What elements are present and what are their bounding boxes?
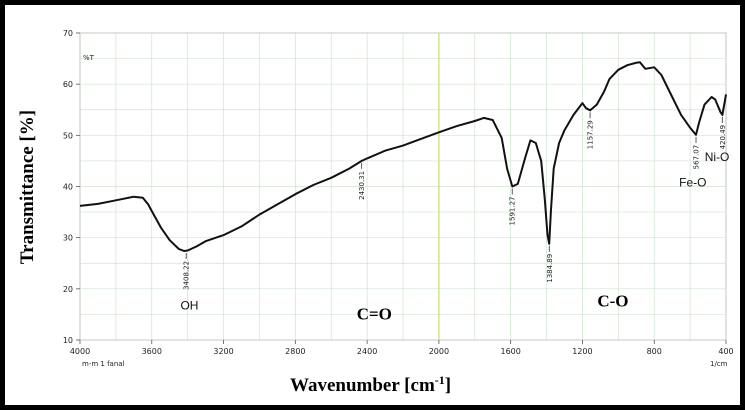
grid [79,32,727,341]
x-tick-label: 2800 [285,347,305,356]
x-axis-title-end: ] [445,375,451,396]
region-label: C=O [357,305,392,324]
x-tick-label: 1200 [572,347,592,356]
x-footer-left: m-m 1 fanal [82,360,125,368]
y-tick-label: 10 [63,336,73,345]
x-footer-right: 1/cm [710,360,728,368]
x-axis-title: Wavenumber [cm-1] [290,373,451,396]
peak-label: 420.49 [719,125,727,150]
peak-label: 1591.27 [509,197,517,226]
peak-label: 567.07 [693,145,701,170]
x-tick-label: 4000 [70,347,90,356]
y-tick-label: 60 [63,80,73,89]
region-label: C-O [597,292,628,311]
y-tick-label: 40 [63,183,73,192]
peak-labels: 3408.22 2430.31 1591.27 1384.89 1157.29 567.0… [183,112,727,290]
band-annotation: Fe-O [679,176,706,190]
y-tick-label: 30 [63,234,73,243]
x-tick-label: 3200 [213,347,233,356]
peak-label: 2430.31 [358,171,366,200]
x-tick-label: 400 [718,347,733,356]
annotations: OH Fe-O Ni-O [180,150,729,312]
y-tick-label: 20 [63,285,73,294]
x-tick-label: 800 [647,347,662,356]
region-labels: C=O C-O [357,292,629,324]
y-axis-title: Transmittance [%] [17,110,38,264]
peak-label: 1157.29 [587,120,595,149]
x-tick-label: 1600 [500,347,520,356]
x-tick-labels: 4000 3600 3200 2800 2400 2000 1600 1200 800 400 [70,340,734,356]
x-axis-title-sup: -1 [435,373,445,387]
y-unit-label: %T [83,54,95,62]
y-tick-label: 50 [63,131,73,140]
x-tick-label: 2000 [429,347,449,356]
band-annotation: Ni-O [705,150,730,164]
y-tick-labels: 10 20 30 40 50 60 70 [63,29,80,345]
y-tick-label: 70 [63,29,73,38]
x-tick-label: 3600 [142,347,162,356]
peak-label: 1384.89 [546,254,554,283]
spectrum-line [79,61,727,252]
peak-label: 3408.22 [183,261,191,290]
x-axis-title-main: Wavenumber [cm [290,375,435,396]
band-annotation: OH [180,298,198,312]
x-tick-label: 2400 [357,347,377,356]
